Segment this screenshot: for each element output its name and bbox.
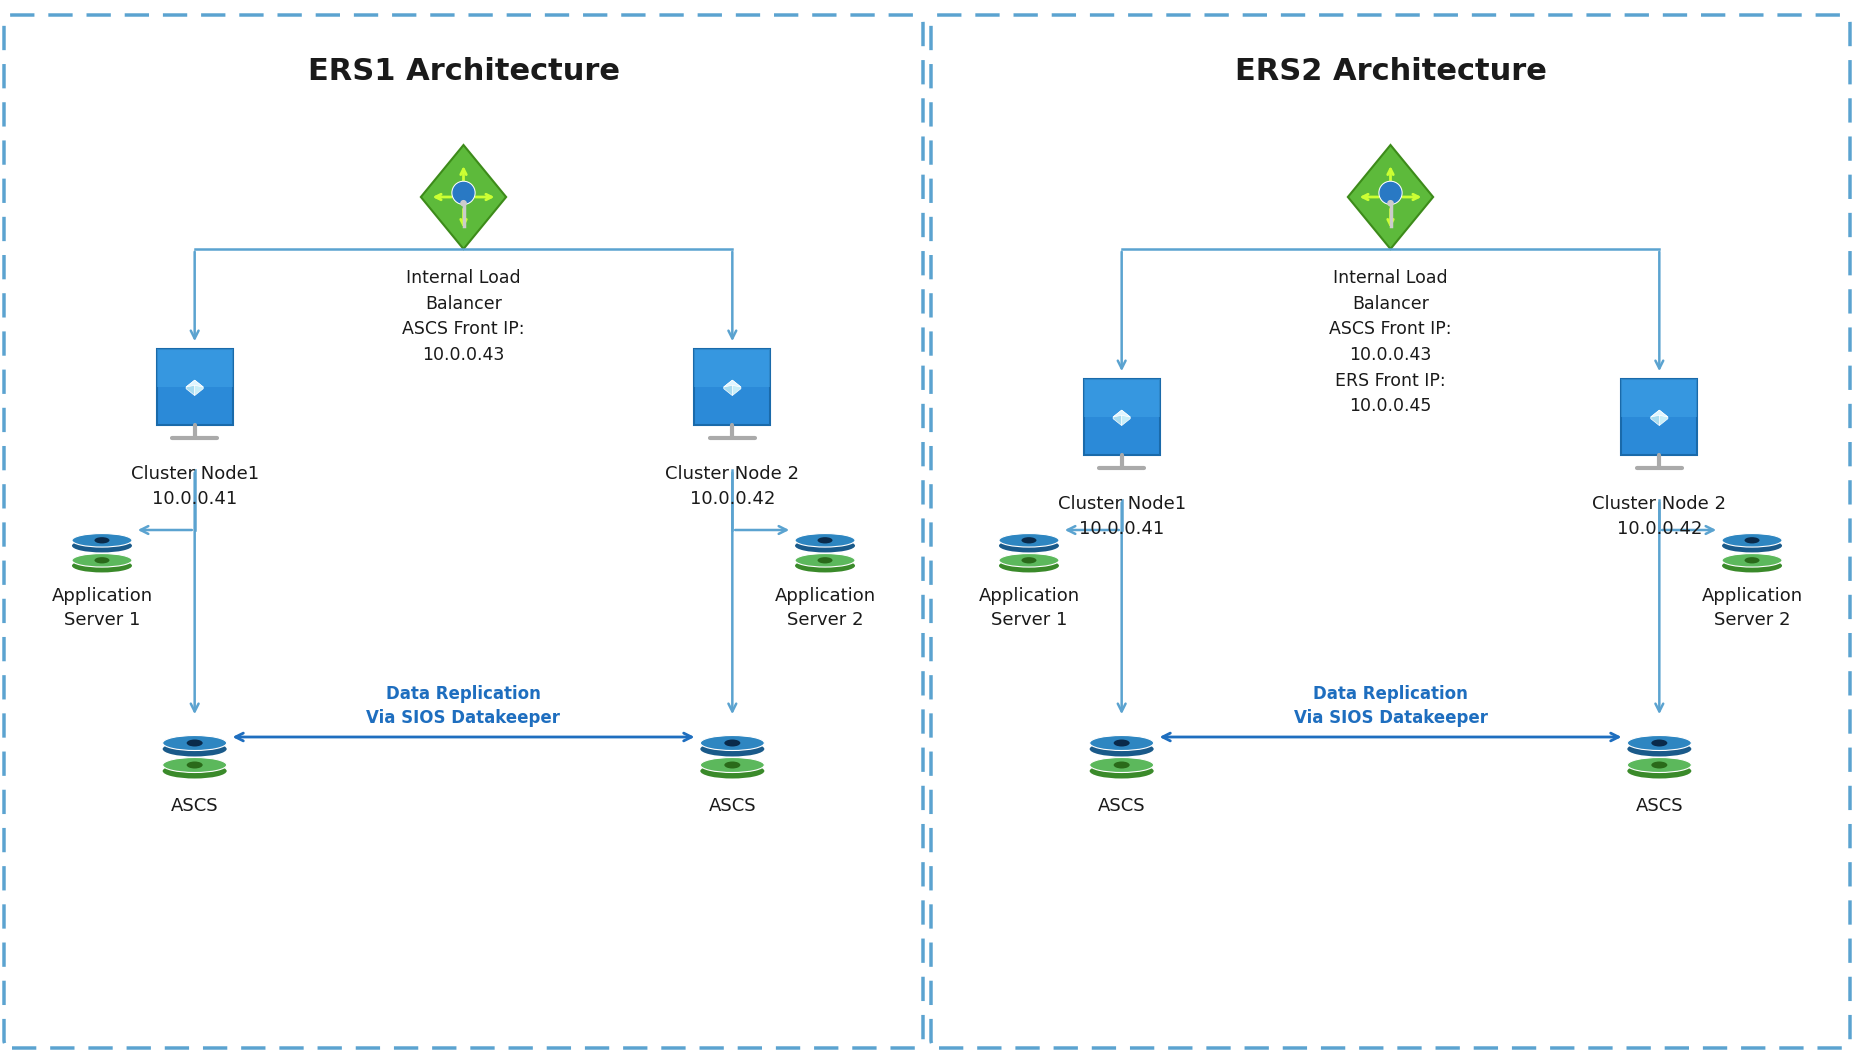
Ellipse shape: [725, 739, 740, 747]
Ellipse shape: [1114, 739, 1129, 747]
Ellipse shape: [725, 761, 740, 769]
Ellipse shape: [1090, 764, 1153, 778]
Ellipse shape: [999, 538, 1059, 552]
Ellipse shape: [1114, 761, 1129, 769]
Text: Application
Server 1: Application Server 1: [52, 587, 152, 629]
Ellipse shape: [163, 757, 226, 772]
Ellipse shape: [701, 736, 764, 751]
Polygon shape: [723, 380, 732, 395]
Ellipse shape: [1090, 736, 1153, 751]
FancyBboxPatch shape: [1085, 379, 1159, 455]
Text: Data Replication
Via SIOS Datakeeper: Data Replication Via SIOS Datakeeper: [1294, 685, 1487, 727]
Ellipse shape: [1022, 537, 1036, 544]
Text: ASCS: ASCS: [171, 796, 219, 815]
FancyBboxPatch shape: [1622, 379, 1696, 417]
Ellipse shape: [1022, 558, 1036, 564]
Polygon shape: [185, 380, 204, 387]
Circle shape: [1379, 183, 1402, 203]
Ellipse shape: [95, 537, 109, 544]
Ellipse shape: [701, 757, 764, 772]
Text: ASCS: ASCS: [708, 796, 756, 815]
Circle shape: [452, 183, 475, 203]
FancyBboxPatch shape: [1085, 379, 1159, 417]
Ellipse shape: [187, 761, 202, 769]
FancyBboxPatch shape: [158, 349, 232, 387]
Text: ASCS: ASCS: [1635, 796, 1683, 815]
Ellipse shape: [1722, 538, 1782, 552]
FancyBboxPatch shape: [695, 349, 769, 425]
FancyBboxPatch shape: [4, 15, 923, 1048]
Text: Cluster Node1
10.0.0.41: Cluster Node1 10.0.0.41: [1057, 495, 1187, 538]
Ellipse shape: [163, 741, 226, 756]
Ellipse shape: [1628, 764, 1691, 778]
Ellipse shape: [701, 741, 764, 756]
FancyBboxPatch shape: [1622, 379, 1696, 455]
Ellipse shape: [1628, 757, 1691, 772]
Polygon shape: [732, 380, 742, 395]
Text: ERS1 Architecture: ERS1 Architecture: [308, 57, 619, 86]
Ellipse shape: [1745, 537, 1759, 544]
Text: Cluster Node1
10.0.0.41: Cluster Node1 10.0.0.41: [130, 465, 260, 508]
Ellipse shape: [1090, 757, 1153, 772]
Ellipse shape: [72, 533, 132, 547]
Ellipse shape: [1652, 739, 1667, 747]
Ellipse shape: [1090, 741, 1153, 756]
Ellipse shape: [795, 559, 855, 572]
Circle shape: [462, 201, 465, 206]
Text: ASCS: ASCS: [1098, 796, 1146, 815]
Text: Internal Load
Balancer
ASCS Front IP:
10.0.0.43
ERS Front IP:
10.0.0.45: Internal Load Balancer ASCS Front IP: 10…: [1329, 269, 1452, 415]
Ellipse shape: [1628, 741, 1691, 756]
Ellipse shape: [999, 559, 1059, 572]
Ellipse shape: [818, 537, 832, 544]
Ellipse shape: [1722, 559, 1782, 572]
Ellipse shape: [72, 559, 132, 572]
Circle shape: [1389, 201, 1392, 206]
Polygon shape: [1348, 145, 1433, 249]
Ellipse shape: [163, 764, 226, 778]
Text: Cluster Node 2
10.0.0.42: Cluster Node 2 10.0.0.42: [666, 465, 799, 508]
Ellipse shape: [818, 558, 832, 564]
FancyBboxPatch shape: [158, 349, 232, 425]
Polygon shape: [421, 145, 506, 249]
Polygon shape: [723, 380, 742, 387]
Ellipse shape: [1745, 558, 1759, 564]
Ellipse shape: [95, 558, 109, 564]
Ellipse shape: [795, 538, 855, 552]
Ellipse shape: [163, 736, 226, 751]
Ellipse shape: [999, 533, 1059, 547]
Polygon shape: [1650, 410, 1659, 426]
Polygon shape: [1112, 410, 1122, 426]
Text: Application
Server 1: Application Server 1: [979, 587, 1079, 629]
Text: ERS2 Architecture: ERS2 Architecture: [1235, 57, 1546, 86]
Ellipse shape: [795, 533, 855, 547]
Ellipse shape: [795, 553, 855, 567]
Ellipse shape: [1722, 553, 1782, 567]
Polygon shape: [1112, 410, 1131, 417]
Polygon shape: [185, 380, 195, 395]
Ellipse shape: [187, 739, 202, 747]
Ellipse shape: [701, 764, 764, 778]
Polygon shape: [1659, 410, 1669, 426]
Text: Cluster Node 2
10.0.0.42: Cluster Node 2 10.0.0.42: [1593, 495, 1726, 538]
Polygon shape: [1650, 410, 1669, 417]
Text: Internal Load
Balancer
ASCS Front IP:
10.0.0.43: Internal Load Balancer ASCS Front IP: 10…: [402, 269, 525, 364]
Ellipse shape: [1722, 533, 1782, 547]
FancyBboxPatch shape: [931, 15, 1850, 1048]
Ellipse shape: [999, 553, 1059, 567]
Ellipse shape: [1628, 736, 1691, 751]
Text: Data Replication
Via SIOS Datakeeper: Data Replication Via SIOS Datakeeper: [367, 685, 560, 727]
Ellipse shape: [72, 538, 132, 552]
Polygon shape: [195, 380, 204, 395]
FancyBboxPatch shape: [695, 349, 769, 387]
Text: Application
Server 2: Application Server 2: [1702, 587, 1802, 629]
Ellipse shape: [72, 553, 132, 567]
Polygon shape: [1122, 410, 1131, 426]
Text: Application
Server 2: Application Server 2: [775, 587, 875, 629]
Ellipse shape: [1652, 761, 1667, 769]
